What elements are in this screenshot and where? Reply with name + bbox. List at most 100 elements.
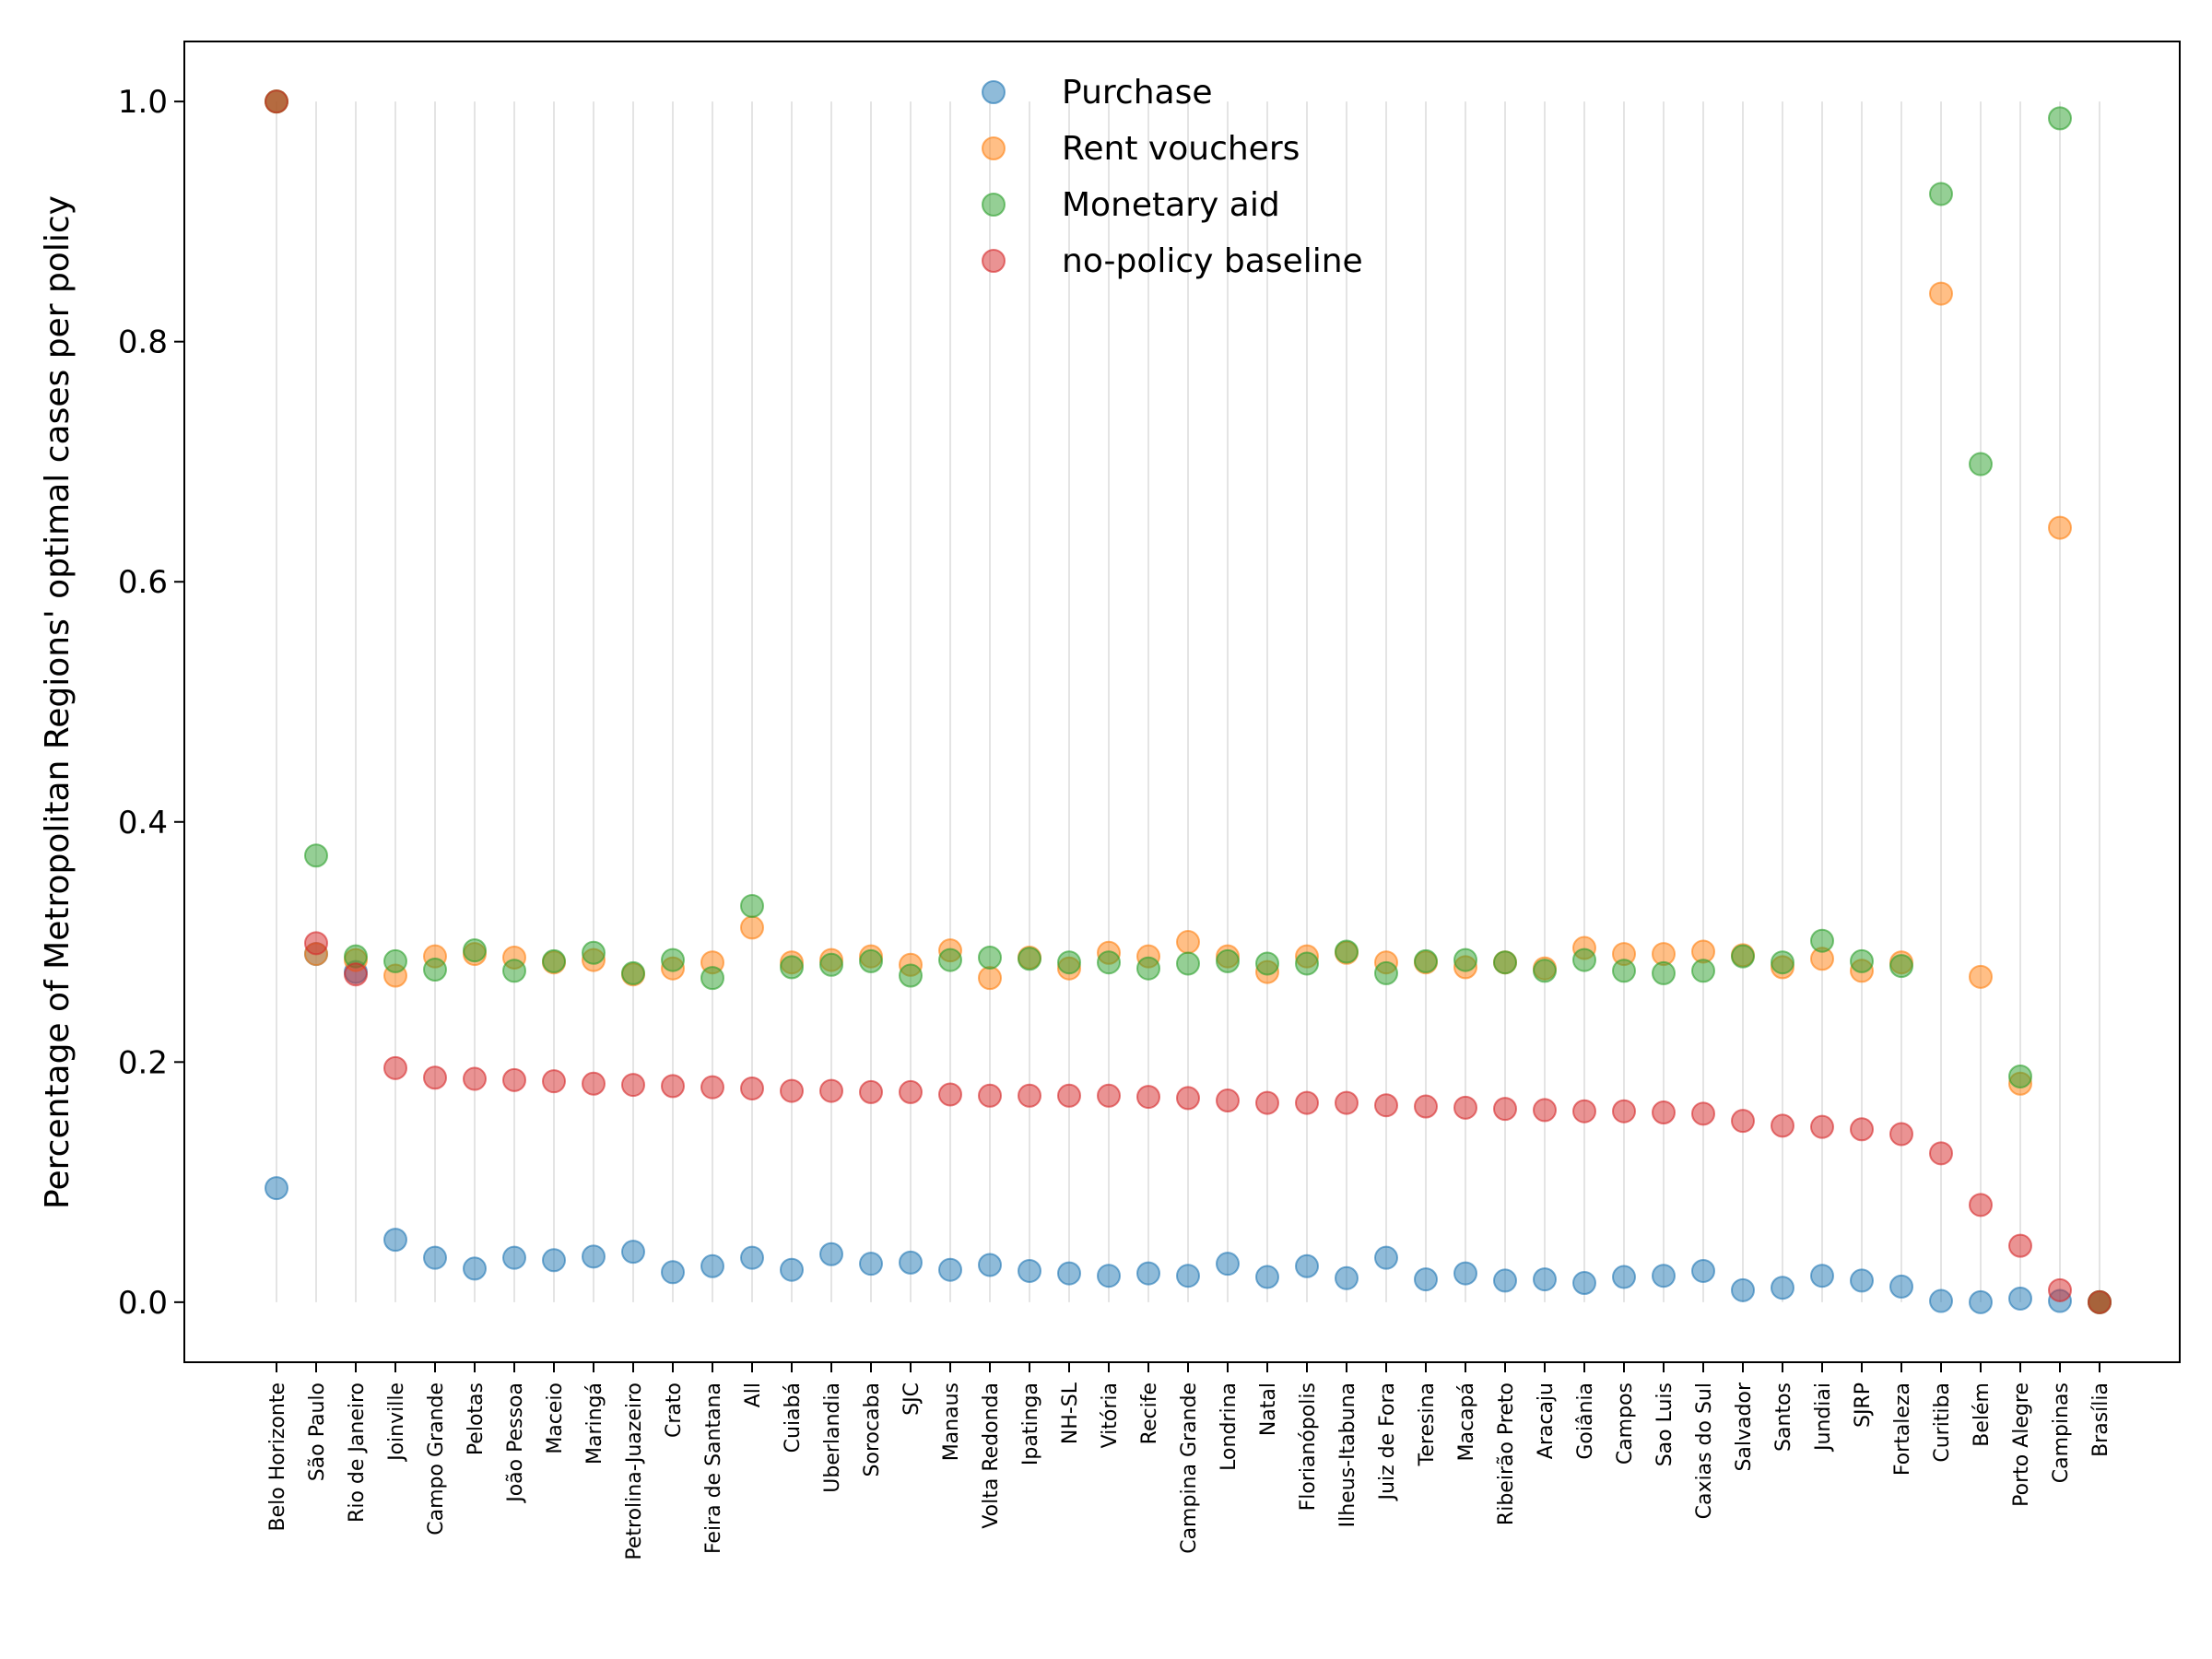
data-point: Purchase — Belém: 0 — [1969, 1289, 1993, 1314]
x-tick-label: Sao Luis — [1653, 1382, 1677, 1466]
data-point: Rent vouchers — Curitiba: 0.84 — [1929, 281, 1953, 306]
data-point: no-policy baseline — Petrolina-Juazeiro:… — [621, 1073, 645, 1098]
data-point: no-policy baseline — Brasília: 0 — [2088, 1289, 2112, 1314]
data-point: Purchase — Porto Alegre: 0.003 — [2008, 1286, 2032, 1311]
data-point: Purchase — NH-SL: 0.024 — [1057, 1261, 1081, 1286]
x-tick-label: Recife — [1138, 1382, 1161, 1444]
data-point: no-policy baseline — Sao Luis: 0.158 — [1652, 1100, 1676, 1125]
x-tick-label: Maceio — [544, 1382, 567, 1454]
data-point: Monetary aid — Aracaju: 0.276 — [1533, 959, 1557, 983]
data-point: no-policy baseline — Maceio: 0.184 — [542, 1069, 566, 1094]
data-point: Monetary aid — Ribeirão Preto: 0.283 — [1493, 950, 1517, 975]
data-point: Purchase — Maceio: 0.035 — [542, 1248, 566, 1273]
data-point: Purchase — Crato: 0.025 — [661, 1260, 685, 1285]
x-tick-label: Teresina — [1416, 1382, 1439, 1466]
data-point: no-policy baseline — Volta Redonda: 0.17… — [978, 1083, 1002, 1108]
data-point: Monetary aid — Pelotas: 0.293 — [463, 938, 487, 963]
x-tick-label: Natal — [1257, 1382, 1280, 1436]
x-tick-label: Goiânia — [1574, 1382, 1597, 1460]
y-axis: 0.0 0.2 0.4 0.6 0.8 1.0 — [118, 84, 184, 1322]
plot-frame — [183, 41, 2181, 1363]
data-point: Purchase — Juiz de Fora: 0.037 — [1374, 1245, 1398, 1270]
data-point: Monetary aid — Salvador: 0.288 — [1731, 944, 1755, 969]
data-point: no-policy baseline — Sorocaba: 0.175 — [859, 1079, 883, 1104]
x-tick-label: Fortaleza — [1891, 1382, 1914, 1476]
data-point: Purchase — Ribeirão Preto: 0.018 — [1493, 1268, 1517, 1293]
data-point: Monetary aid — Goiânia: 0.285 — [1572, 947, 1596, 972]
legend-label: no-policy baseline — [1062, 242, 1363, 280]
x-tick-label: Campinas — [2050, 1382, 2073, 1483]
data-point: no-policy baseline — Belém: 0.081 — [1969, 1193, 1993, 1218]
data-point: Purchase — Pelotas: 0.028 — [463, 1256, 487, 1281]
data-point: no-policy baseline — Rio de Janeiro: 0.2… — [344, 962, 368, 987]
x-tick-label: Juiz de Fora — [1376, 1382, 1399, 1501]
x-tick-label: Londrina — [1218, 1382, 1241, 1471]
data-point: no-policy baseline — SJRP: 0.144 — [1850, 1117, 1874, 1142]
data-point: Rent vouchers — Volta Redonda: 0.27 — [978, 966, 1002, 991]
grid-lines — [276, 101, 2100, 1302]
data-point: no-policy baseline — Crato: 0.18 — [661, 1074, 685, 1099]
x-tick-label: Florianópolis — [1297, 1382, 1320, 1511]
data-point: no-policy baseline — São Paulo: 0.299 — [304, 931, 328, 956]
data-point: Monetary aid — Porto Alegre: 0.188 — [2008, 1064, 2032, 1088]
data-point: no-policy baseline — Fortaleza: 0.14 — [1889, 1122, 1913, 1147]
data-point: no-policy baseline — Teresina: 0.163 — [1414, 1094, 1438, 1119]
x-tick-label: All — [742, 1382, 765, 1407]
legend-marker — [982, 136, 1006, 160]
data-point: no-policy baseline — João Pessoa: 0.185 — [502, 1067, 526, 1092]
x-tick-label: NH-SL — [1059, 1382, 1082, 1444]
data-point: Rent vouchers — Campinas: 0.645 — [2048, 515, 2072, 540]
data-point: no-policy baseline — Feira de Santana: 0… — [700, 1075, 724, 1100]
legend-label: Purchase — [1062, 74, 1212, 112]
data-point: no-policy baseline — Maringá: 0.182 — [582, 1071, 606, 1096]
data-point: Rent vouchers — Belém: 0.271 — [1969, 964, 1993, 989]
data-point: no-policy baseline — Pelotas: 0.186 — [463, 1066, 487, 1091]
data-point: Monetary aid — Caxias do Sul: 0.276 — [1691, 959, 1715, 983]
data-point: Monetary aid — Petrolina-Juazeiro: 0.274 — [621, 960, 645, 985]
data-point: Monetary aid — Juiz de Fora: 0.274 — [1374, 960, 1398, 985]
data-point: no-policy baseline — Florianópolis: 0.16… — [1295, 1090, 1319, 1115]
data-point: Purchase — João Pessoa: 0.037 — [502, 1245, 526, 1270]
data-point: Rent vouchers — Campina Grande: 0.3 — [1176, 930, 1200, 955]
data-point: Purchase — SJRP: 0.018 — [1850, 1268, 1874, 1293]
x-tick-label: Santos — [1772, 1382, 1795, 1452]
data-point: Purchase — Petrolina-Juazeiro: 0.042 — [621, 1240, 645, 1265]
data-point: no-policy baseline — Londrina: 0.168 — [1216, 1088, 1240, 1113]
data-point: no-policy baseline — Recife: 0.171 — [1136, 1085, 1160, 1110]
legend: Purchase Rent vouchers Monetary aid no-poli… — [982, 74, 1363, 280]
x-tick-label: Ipatinga — [1019, 1382, 1042, 1465]
x-tick-label: Volta Redonda — [980, 1382, 1003, 1529]
data-point: Purchase — Manaus: 0.027 — [938, 1257, 962, 1282]
data-point: Monetary aid — Teresina: 0.284 — [1414, 948, 1438, 973]
data-point: Monetary aid — Vitória: 0.283 — [1097, 950, 1121, 975]
data-point: Purchase — Sao Luis: 0.022 — [1652, 1264, 1676, 1288]
data-point: Purchase — Natal: 0.021 — [1255, 1265, 1279, 1289]
data-point: Purchase — Cuiabá: 0.027 — [780, 1257, 804, 1282]
data-point: no-policy baseline — Vitória: 0.172 — [1097, 1083, 1121, 1108]
data-point: no-policy baseline — Cuiabá: 0.176 — [780, 1078, 804, 1103]
y-tick-label: 0.6 — [118, 564, 168, 601]
data-point: Purchase — Uberlandia: 0.04 — [819, 1241, 843, 1266]
x-tick-label: São Paulo — [306, 1382, 329, 1481]
y-tick-label: 0.4 — [118, 805, 168, 841]
x-tick-label: João Pessoa — [504, 1382, 527, 1504]
x-axis: Belo Horizonte São Paulo Rio de Janeiro Joi… — [266, 1362, 2112, 1560]
x-tick-label: Ilheus-Itabuna — [1336, 1382, 1359, 1527]
x-tick-label: Feira de Santana — [702, 1382, 725, 1554]
data-point: Monetary aid — Sao Luis: 0.274 — [1652, 960, 1676, 985]
data-point: no-policy baseline — Porto Alegre: 0.047 — [2008, 1233, 2032, 1258]
x-tick-label: Campina Grande — [1178, 1382, 1201, 1554]
data-point: Monetary aid — Fortaleza: 0.28 — [1889, 954, 1913, 979]
x-tick-label: Sorocaba — [861, 1382, 884, 1477]
x-tick-label: Ribeirão Preto — [1495, 1382, 1518, 1525]
data-point: no-policy baseline — Macapá: 0.162 — [1453, 1095, 1477, 1120]
data-point: no-policy baseline — Santos: 0.147 — [1771, 1113, 1794, 1138]
data-point: Purchase — Macapá: 0.024 — [1453, 1261, 1477, 1286]
x-tick-label: Vitória — [1099, 1382, 1122, 1448]
x-tick-label: Salvador — [1733, 1382, 1756, 1471]
x-tick-label: Crato — [663, 1382, 686, 1438]
data-point: Purchase — Curitiba: 0.001 — [1929, 1288, 1953, 1313]
x-tick-label: Joinville — [385, 1382, 408, 1463]
data-point: no-policy baseline — Ilheus-Itabuna: 0.1… — [1335, 1090, 1359, 1115]
